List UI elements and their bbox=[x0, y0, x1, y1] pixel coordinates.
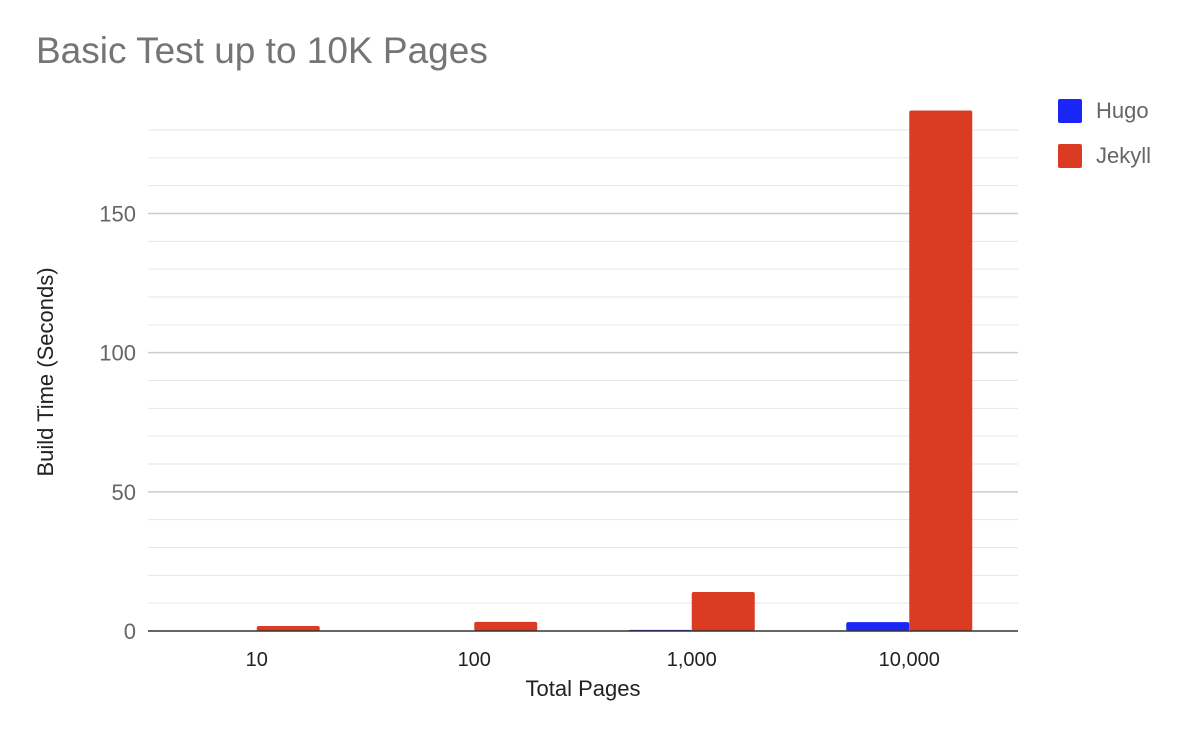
x-tick-label: 100 bbox=[458, 649, 491, 671]
bar-hugo-3 bbox=[846, 622, 910, 631]
chart-title: Basic Test up to 10K Pages bbox=[36, 30, 488, 71]
legend-label-jekyll: Jekyll bbox=[1096, 143, 1152, 168]
bar-jekyll-1 bbox=[474, 621, 538, 631]
legend-swatch-hugo bbox=[1058, 99, 1082, 123]
legend-swatch-jekyll bbox=[1058, 144, 1082, 168]
gridlines bbox=[148, 129, 1018, 604]
y-tick-label: 150 bbox=[99, 202, 136, 227]
legend-item-hugo: Hugo bbox=[1058, 98, 1149, 124]
y-axis-title: Build Time (Seconds) bbox=[33, 267, 58, 477]
bar-jekyll-3 bbox=[909, 110, 973, 632]
x-axis-title: Total Pages bbox=[525, 676, 641, 701]
y-tick-label: 0 bbox=[124, 619, 136, 644]
y-tick-label: 100 bbox=[99, 341, 136, 366]
bar-jekyll-2 bbox=[691, 592, 755, 631]
legend-label-hugo: Hugo bbox=[1096, 98, 1149, 123]
y-tick-label: 50 bbox=[112, 480, 136, 505]
bars bbox=[193, 110, 973, 632]
bar-jekyll-0 bbox=[256, 625, 320, 631]
x-tick-label: 10 bbox=[246, 649, 268, 671]
x-tick-label: 1,000 bbox=[667, 649, 717, 671]
axes: 0 50 100 150 10 100 1,000 10,000 bbox=[99, 202, 1018, 671]
x-tick-label: 10,000 bbox=[879, 649, 940, 671]
legend-item-jekyll: Jekyll bbox=[1058, 143, 1151, 169]
